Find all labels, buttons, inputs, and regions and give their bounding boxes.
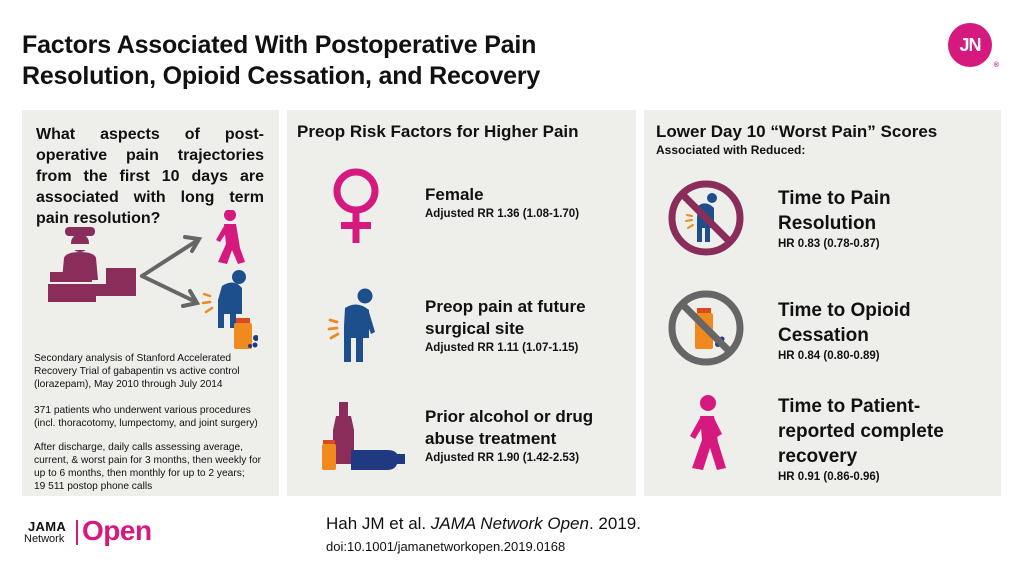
jn-logo-text: JN bbox=[959, 34, 981, 55]
outcome-arrows-icon bbox=[140, 235, 203, 308]
citation-year: . 2019. bbox=[588, 514, 641, 533]
jama-logo-bottom: Network bbox=[24, 533, 65, 545]
outcome-name: Time to Pain bbox=[778, 188, 891, 209]
research-question: What aspects of post-operative pain traj… bbox=[36, 126, 264, 227]
study-line: Secondary analysis of Stanford Accelerat… bbox=[34, 353, 232, 364]
calls-line: After discharge, daily calls assessing a… bbox=[34, 442, 243, 453]
pill-bottle-icon bbox=[234, 318, 258, 349]
patients-description: 371 patients who underwent various proce… bbox=[34, 404, 258, 430]
doi-link[interactable]: doi:10.1001/jamanetworkopen.2019.0168 bbox=[326, 539, 566, 554]
study-illustration bbox=[48, 210, 258, 349]
female-symbol-icon bbox=[333, 168, 379, 243]
page-title: Factors Associated With Postoperative Pa… bbox=[22, 30, 540, 92]
factor-female: Female Adjusted RR 1.36 (1.08-1.70) bbox=[425, 184, 579, 222]
patients-line: (incl. thoracotomy, lumpectomy, and join… bbox=[34, 418, 258, 429]
citation-journal: JAMA Network Open bbox=[430, 514, 589, 533]
study-description: Secondary analysis of Stanford Accelerat… bbox=[34, 352, 240, 391]
patients-line: 371 patients who underwent various proce… bbox=[34, 405, 251, 416]
citation-authors: Hah JM et al. bbox=[326, 514, 431, 533]
study-line: (lorazepam), May 2010 through July 2014 bbox=[34, 379, 223, 390]
factor-name: surgical site bbox=[425, 319, 525, 338]
risk-factors-heading: Preop Risk Factors for Higher Pain bbox=[297, 122, 579, 141]
no-opioid-icon bbox=[668, 290, 744, 366]
alcohol-bottles-icon bbox=[322, 402, 405, 470]
citation: Hah JM et al. JAMA Network Open. 2019. bbox=[326, 514, 641, 534]
outcome-stat: HR 0.84 (0.80-0.89) bbox=[778, 350, 880, 362]
factor-stat: Adjusted RR 1.36 (1.08-1.70) bbox=[425, 208, 580, 220]
title-line-1: Factors Associated With Postoperative Pa… bbox=[22, 31, 537, 59]
recovery-walking-icon bbox=[690, 395, 726, 470]
outcome-name: Cessation bbox=[778, 325, 869, 346]
jn-logo: JN ® bbox=[948, 23, 999, 69]
outcome-name: Time to Patient- bbox=[778, 396, 921, 417]
outcome-opioid-cessation: Time to Opioid Cessation HR 0.84 (0.80-0… bbox=[778, 298, 911, 364]
outcome-complete-recovery: Time to Patient- reported complete recov… bbox=[778, 394, 944, 485]
calls-line: current, & worst pain for 3 months, then… bbox=[34, 455, 262, 466]
factor-stat: Adjusted RR 1.90 (1.42-2.53) bbox=[425, 452, 580, 464]
outcomes-subheading: Associated with Reduced: bbox=[656, 143, 806, 157]
outcome-pain-resolution: Time to Pain Resolution HR 0.83 (0.78-0.… bbox=[778, 186, 891, 252]
surgeon-icon bbox=[50, 227, 98, 282]
outcome-name: Resolution bbox=[778, 213, 877, 234]
jama-logo-open: Open bbox=[82, 515, 152, 546]
preop-pain-person-icon bbox=[327, 288, 375, 362]
factor-stat: Adjusted RR 1.11 (1.07-1.15) bbox=[425, 342, 579, 354]
study-line: Recovery Trial of gabapentin vs active c… bbox=[34, 366, 240, 377]
factor-name: Preop pain at future bbox=[425, 297, 586, 316]
title-line-2: Resolution, Opioid Cessation, and Recove… bbox=[22, 62, 541, 90]
factor-name: Female bbox=[425, 185, 484, 204]
factor-name: Prior alcohol or drug bbox=[425, 407, 594, 426]
factor-preop-pain: Preop pain at future surgical site Adjus… bbox=[425, 296, 586, 356]
calls-description: After discharge, daily calls assessing a… bbox=[34, 441, 261, 493]
outcome-stat: HR 0.83 (0.78-0.87) bbox=[778, 238, 880, 250]
factor-name: abuse treatment bbox=[425, 429, 557, 448]
outcome-name: reported complete bbox=[778, 421, 944, 442]
outcomes-panel: Lower Day 10 “Worst Pain” Scores Associa… bbox=[644, 110, 1001, 496]
jama-network-open-logo: JAMA Network Open bbox=[24, 515, 164, 548]
factor-alcohol-drug: Prior alcohol or drug abuse treatment Ad… bbox=[425, 406, 593, 466]
logo-divider bbox=[76, 520, 78, 545]
registered-mark: ® bbox=[993, 62, 999, 69]
outcome-name: Time to Opioid bbox=[778, 300, 911, 321]
operating-table-icon bbox=[48, 268, 136, 302]
study-design-panel: What aspects of post-operative pain traj… bbox=[22, 110, 279, 496]
calls-line: up to 6 months, then monthly for up to 2… bbox=[34, 468, 245, 479]
calls-line: 19 511 postop phone calls bbox=[34, 481, 153, 492]
walking-person-icon bbox=[216, 210, 245, 264]
person-in-pain-icon bbox=[201, 270, 246, 328]
outcome-name: recovery bbox=[778, 446, 858, 467]
risk-factors-panel: Preop Risk Factors for Higher Pain Femal… bbox=[287, 110, 636, 496]
jama-logo-top: JAMA bbox=[28, 519, 67, 534]
outcome-stat: HR 0.91 (0.86-0.96) bbox=[778, 471, 880, 483]
outcomes-heading: Lower Day 10 “Worst Pain” Scores bbox=[656, 122, 938, 141]
no-pain-icon bbox=[668, 180, 744, 256]
